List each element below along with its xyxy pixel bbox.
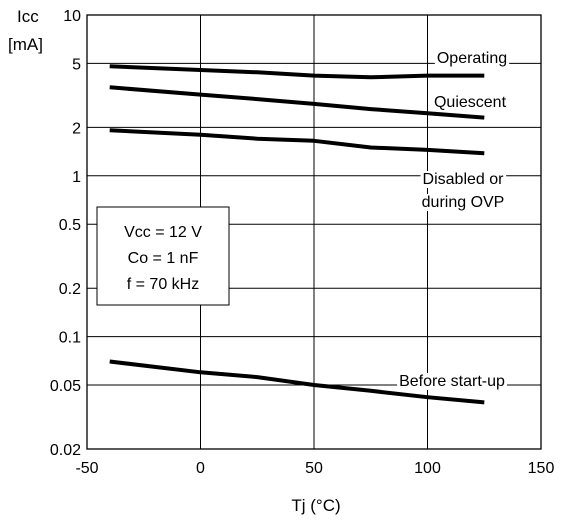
y-tick-label: 10: [63, 8, 81, 25]
conditions-line: Co = 1 nF: [128, 250, 199, 267]
tick-labels: -50 0 50 100 150 0.02 0.05 0.1 0.2 0.5 1 2 5 10: [50, 8, 555, 477]
x-tick-label: 100: [414, 460, 441, 477]
series-label-line: Quiescent: [434, 94, 507, 111]
series-label-operating: Operating: [434, 50, 510, 67]
y-tick-label: 2: [72, 120, 81, 137]
series-label-background: [434, 50, 510, 67]
series-label-line: Operating: [437, 50, 507, 67]
conditions-line: f = 70 kHz: [127, 276, 199, 293]
series-lines: [109, 64, 485, 405]
y-tick-label: 0.05: [50, 378, 81, 395]
y-tick-label: 5: [72, 56, 81, 73]
y-tick-label: 0.1: [59, 330, 81, 347]
series-line-disabled: [109, 128, 485, 156]
conditions-box: [96, 206, 230, 306]
y-axis-title-line: Icc: [17, 7, 39, 26]
series-line-operating: [109, 64, 485, 80]
y-tick-label: 0.5: [59, 217, 81, 234]
x-tick-label: 50: [305, 460, 323, 477]
series-label-disabled: Disabled or during OVP: [419, 171, 507, 211]
series-label-line: during OVP: [422, 194, 505, 211]
conditions-line: Vcc = 12 V: [124, 224, 202, 241]
series-label-background: [431, 94, 509, 111]
series-line-before-start-up: [109, 359, 485, 405]
series-label-before-start-up: Before start-up: [397, 373, 508, 390]
series-label-line: Disabled or: [423, 171, 505, 188]
x-tick-label: 0: [196, 460, 205, 477]
x-tick-label: 150: [528, 460, 555, 477]
series-label-background: [420, 171, 507, 188]
series-line-quiescent: [109, 85, 485, 120]
series-label-background: [419, 194, 507, 211]
conditions-note: Vcc = 12 V Co = 1 nF f = 70 kHz: [96, 206, 230, 306]
axis-titles: Icc [mA] Tj (°C): [8, 7, 341, 515]
y-tick-label: 1: [72, 169, 81, 186]
y-axis-title-line: [mA]: [8, 35, 43, 54]
y-tick-label: 0.2: [59, 281, 81, 298]
series-label-line: Before start-up: [399, 373, 505, 390]
x-axis-title: Tj (°C): [291, 496, 340, 515]
y-tick-label: 0.02: [50, 442, 81, 459]
series-labels: Operating Quiescent Disabled or during OVP B…: [397, 50, 510, 390]
series-label-quiescent: Quiescent: [431, 94, 509, 111]
series-label-background: [397, 373, 508, 390]
x-tick-label: -50: [75, 460, 98, 477]
